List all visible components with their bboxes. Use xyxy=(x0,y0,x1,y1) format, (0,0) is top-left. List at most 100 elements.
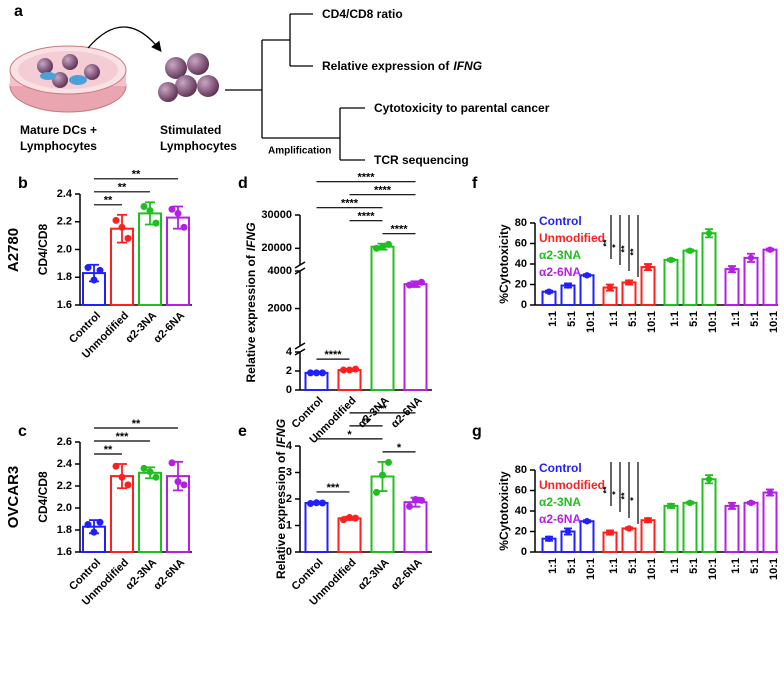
cell xyxy=(187,53,209,75)
sig-label: **** xyxy=(341,198,359,210)
panel-letter: e xyxy=(238,423,247,440)
sig-label: ** xyxy=(104,195,113,207)
cell xyxy=(197,75,219,97)
data-point xyxy=(96,518,104,526)
mean-point xyxy=(606,529,614,536)
data-point xyxy=(118,473,126,481)
mean-point xyxy=(747,499,755,506)
y-axis-label-part: IFNG xyxy=(244,222,258,251)
cell xyxy=(158,82,178,102)
cell xyxy=(62,54,78,70)
x-tick-label: 5:1 xyxy=(627,558,639,574)
dish-label: Mature DCs + xyxy=(20,123,97,137)
x-tick-label: 10:1 xyxy=(707,558,719,580)
bar xyxy=(724,504,740,553)
y-tick-label: 4000 xyxy=(268,265,292,277)
sig-label: * xyxy=(610,244,620,248)
bar xyxy=(762,491,778,553)
mean-point xyxy=(667,256,675,264)
y-axis-label: Relative expression of IFNG xyxy=(274,419,288,579)
data-point xyxy=(124,234,132,242)
bar xyxy=(743,501,759,553)
y-tick-label: 80 xyxy=(515,464,527,476)
data-point xyxy=(379,471,386,479)
mean-point xyxy=(766,489,774,496)
y-tick-label: 0 xyxy=(286,384,292,396)
sig-label: ** xyxy=(601,486,611,494)
data-point xyxy=(152,219,160,227)
x-tick-label: 10:1 xyxy=(768,311,780,333)
panel-letter: d xyxy=(238,175,248,192)
y-tick-label: 20 xyxy=(515,525,527,537)
data-point xyxy=(379,243,386,251)
mean-point xyxy=(625,525,633,532)
bar xyxy=(337,517,362,553)
x-tick-label: 1:1 xyxy=(669,311,681,327)
sig-label: **** xyxy=(390,224,408,236)
axis-break xyxy=(294,342,306,350)
y-axis-label: Relative expression of IFNG xyxy=(244,222,258,382)
y-tick-label: 1.8 xyxy=(57,524,72,536)
data-point xyxy=(90,528,98,536)
bar xyxy=(621,281,637,307)
bar xyxy=(138,212,162,306)
cells-label: Lymphocytes xyxy=(160,139,237,153)
y-tick-label: 0 xyxy=(521,546,527,558)
mean-point xyxy=(583,272,591,279)
sig-label: ** xyxy=(628,248,638,256)
data-point xyxy=(112,462,120,470)
x-tick-label: 1:1 xyxy=(730,558,742,574)
bar xyxy=(166,216,190,306)
bar xyxy=(762,248,778,306)
y-tick-label: 1.6 xyxy=(57,546,72,558)
outcome: Relative expression of IFNG xyxy=(322,59,482,73)
data-point xyxy=(146,207,154,215)
row-label: OVCAR3 xyxy=(5,466,22,529)
cell xyxy=(37,58,53,74)
data-point xyxy=(346,366,353,374)
data-point xyxy=(319,499,326,507)
data-point xyxy=(418,496,425,504)
y-tick-label: 2.2 xyxy=(57,480,72,492)
sig-label: **** xyxy=(374,185,392,197)
y-tick-label: 4 xyxy=(286,440,293,452)
y-tick-label: 3 xyxy=(286,466,292,478)
outcome: TCR sequencing xyxy=(374,153,469,167)
data-point xyxy=(412,496,419,504)
sig-label: *** xyxy=(327,482,341,494)
data-point xyxy=(373,488,380,496)
y-axis-label-part: Relative expression of xyxy=(274,451,288,579)
sig-label: ** xyxy=(104,444,113,456)
x-tick-label: α2-6NA xyxy=(389,557,425,593)
data-point xyxy=(140,464,148,472)
y-axis-label-part: IFNG xyxy=(274,419,288,448)
mean-point xyxy=(686,499,694,506)
data-point xyxy=(385,458,392,466)
y-tick-label: 80 xyxy=(515,217,527,229)
y-axis-label: CD4/CD8 xyxy=(36,471,50,523)
panel-letter: b xyxy=(18,175,28,192)
y-tick-label: 40 xyxy=(515,258,527,270)
bar xyxy=(682,249,698,307)
x-tick-label: 1:1 xyxy=(547,558,559,574)
y-tick-label: 2.2 xyxy=(57,216,72,228)
y-tick-label: 2.4 xyxy=(57,458,73,470)
y-tick-label: 20000 xyxy=(261,242,292,254)
legend-entry: Control xyxy=(539,461,582,475)
y-axis-label-part: Relative expression of xyxy=(244,254,258,382)
outcome-text: Relative expression of xyxy=(322,59,450,73)
data-point xyxy=(307,369,314,377)
x-tick-label: 5:1 xyxy=(749,311,761,327)
cell xyxy=(84,64,100,80)
data-point xyxy=(140,202,148,210)
data-point xyxy=(118,223,126,231)
legend-entry: α2-6NA xyxy=(539,265,581,279)
y-axis-label: CD4/CD8 xyxy=(36,224,50,276)
data-point xyxy=(406,281,413,289)
mean-point xyxy=(766,246,774,253)
y-tick-label: 0 xyxy=(521,299,527,311)
arrow xyxy=(87,26,162,53)
data-point xyxy=(180,223,188,231)
data-point xyxy=(146,468,154,476)
